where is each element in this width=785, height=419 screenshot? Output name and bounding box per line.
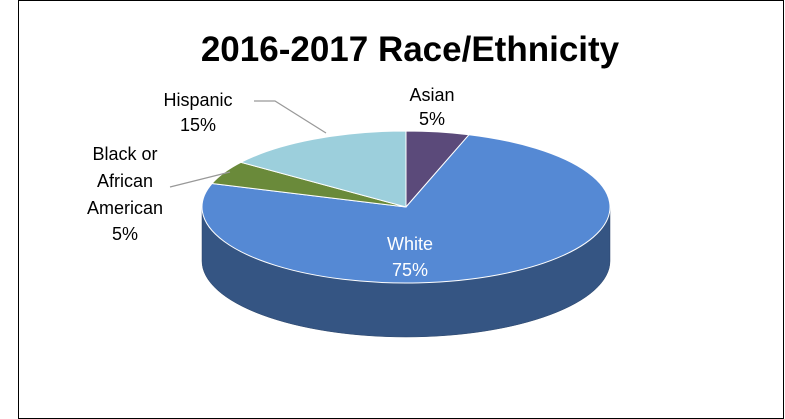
slice-label-2: Black or African American 5% [87,144,163,244]
slice-name-text: Asian [409,85,454,105]
leader-black [169,171,231,188]
pie-slice-1 [201,134,611,284]
slice-name-text: White [387,234,433,254]
slice-name-text: African [97,171,153,191]
slice-label-1: White 75% [387,234,433,280]
pie-slice-3 [239,130,407,208]
slice-value-text: 15% [180,115,216,135]
chart-title: 2016-2017 Race/Ethnicity [200,30,620,69]
slice-name-text: Hispanic [163,90,232,110]
slice-label-3: Hispanic 15% [163,90,232,135]
leader-hispanic [254,100,327,134]
slice-value-text: 5% [419,109,445,129]
slice-name-text: Black or [92,144,157,164]
slice-value-text: 75% [392,260,428,280]
slice-label-0: Asian 5% [409,85,454,129]
slice-name-text: American [87,198,163,218]
slice-value-text: 5% [112,224,138,244]
